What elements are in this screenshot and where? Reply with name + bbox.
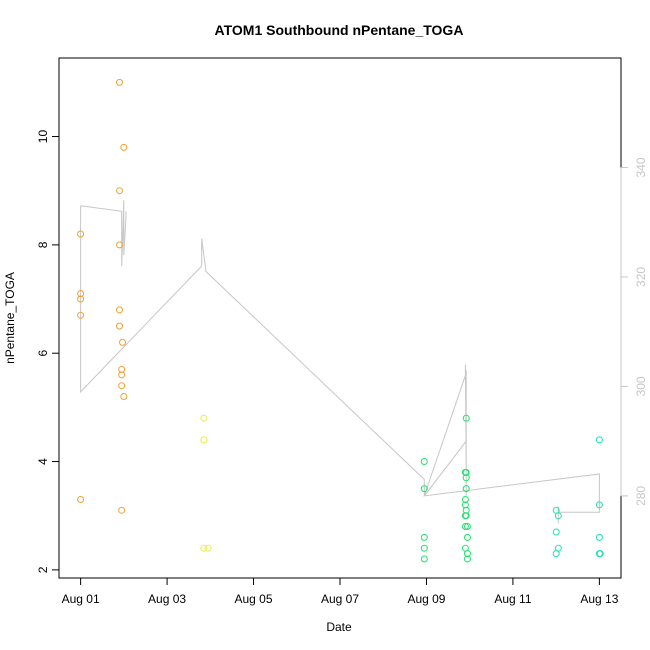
x-tick-label: Aug 11 — [494, 592, 531, 606]
data-point — [464, 533, 471, 541]
data-point — [120, 143, 128, 151]
x-axis: Aug 01 Aug 03 Aug 05 Aug 07 Aug 09 Aug 11 Aug … — [62, 577, 619, 606]
data-point — [118, 366, 126, 373]
data-point — [118, 382, 126, 390]
data-point — [462, 485, 470, 493]
data-point — [116, 241, 123, 249]
y2-tick-label: 300 — [634, 376, 648, 396]
data-point — [77, 496, 85, 503]
data-point — [595, 533, 603, 541]
data-point — [461, 501, 469, 509]
y-axis: 2 4 6 8 10 — [36, 130, 60, 573]
data-point — [461, 523, 469, 530]
data-point — [420, 533, 428, 541]
data-point — [554, 512, 562, 520]
y-tick-label: 8 — [36, 241, 50, 248]
y-axis-label: nPentane_TOGA — [3, 272, 17, 364]
data-point — [116, 187, 123, 195]
x-tick-label: Aug 13 — [580, 592, 618, 606]
y-tick-label: 6 — [36, 350, 50, 357]
x-tick-label: Aug 07 — [321, 592, 359, 606]
data-point — [462, 474, 470, 482]
data-point — [461, 496, 469, 503]
data-point — [77, 311, 85, 319]
data-point — [420, 485, 428, 493]
track-line — [80, 205, 600, 524]
data-point — [116, 306, 123, 314]
chart-title: ATOM1 Southbound nPentane_TOGA — [215, 22, 464, 38]
data-point — [77, 290, 85, 298]
x-tick-label: Aug 01 — [62, 592, 100, 606]
plot-frame — [58, 57, 622, 579]
x-tick-label: Aug 03 — [148, 592, 186, 606]
x-tick-label: Aug 05 — [235, 592, 273, 606]
y-tick-label: 10 — [36, 130, 50, 144]
data-point — [595, 501, 603, 509]
data-point — [118, 506, 126, 514]
data-point — [119, 338, 126, 346]
data-point — [77, 295, 85, 303]
y-tick-label: 4 — [36, 458, 50, 465]
data-point — [116, 322, 123, 330]
data-point — [462, 468, 470, 476]
data-point — [204, 544, 212, 552]
data-point — [420, 544, 428, 552]
data-point — [462, 512, 470, 520]
data-point — [420, 555, 428, 563]
data-point — [118, 371, 126, 379]
y2-tick-label: 340 — [634, 157, 648, 177]
data-point — [200, 436, 208, 444]
y2-tick-label: 280 — [634, 486, 648, 506]
data-point — [596, 550, 604, 558]
data-point — [420, 458, 428, 465]
data-point — [116, 78, 123, 86]
data-point — [77, 230, 85, 238]
x-tick-label: Aug 09 — [407, 592, 445, 606]
y2-axis: 280 300 320 340 — [620, 157, 648, 506]
data-point — [595, 436, 603, 444]
data-point — [200, 544, 208, 552]
x-axis-label: Date — [326, 620, 352, 634]
y-tick-label: 2 — [36, 566, 50, 573]
track-line-segment — [80, 200, 127, 267]
data-point — [462, 414, 470, 422]
data-point — [464, 523, 471, 530]
data-point — [120, 393, 128, 400]
data-point — [464, 550, 471, 558]
points-layer — [77, 78, 604, 563]
track-line-layer — [80, 200, 600, 524]
y2-tick-label: 320 — [634, 267, 648, 287]
data-point — [462, 506, 470, 514]
data-point — [464, 555, 471, 563]
data-point — [200, 414, 208, 422]
data-point — [552, 550, 560, 558]
data-point — [552, 528, 560, 536]
